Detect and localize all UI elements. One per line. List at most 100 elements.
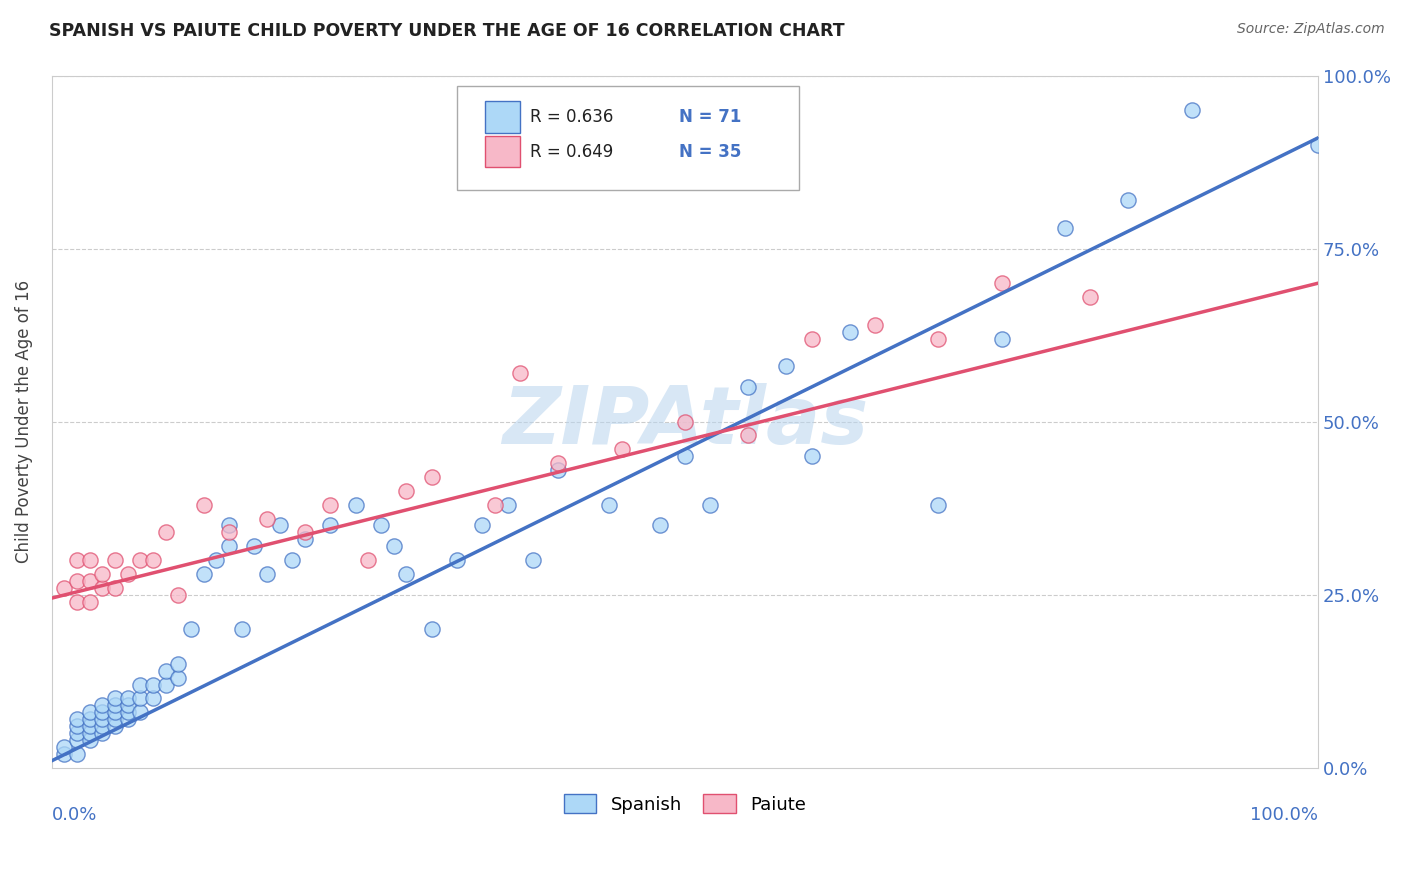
Point bbox=[53, 747, 76, 761]
FancyBboxPatch shape bbox=[485, 136, 520, 167]
Point bbox=[927, 332, 949, 346]
Point bbox=[104, 691, 127, 706]
Point bbox=[129, 553, 152, 567]
Point bbox=[256, 511, 278, 525]
Point bbox=[1078, 290, 1101, 304]
Point bbox=[547, 456, 569, 470]
Point bbox=[382, 539, 405, 553]
Point bbox=[91, 726, 114, 740]
Point bbox=[79, 726, 101, 740]
Point bbox=[104, 581, 127, 595]
Point bbox=[598, 498, 620, 512]
Legend: Spanish, Paiute: Spanish, Paiute bbox=[557, 787, 814, 821]
Point bbox=[155, 664, 177, 678]
Point bbox=[471, 518, 494, 533]
Point bbox=[142, 678, 165, 692]
Point bbox=[357, 553, 380, 567]
Point bbox=[142, 553, 165, 567]
Point bbox=[117, 691, 139, 706]
Y-axis label: Child Poverty Under the Age of 16: Child Poverty Under the Age of 16 bbox=[15, 280, 32, 563]
Point bbox=[648, 518, 671, 533]
Point bbox=[91, 712, 114, 726]
Point bbox=[167, 671, 190, 685]
Text: R = 0.636: R = 0.636 bbox=[530, 108, 614, 126]
Point bbox=[79, 553, 101, 567]
Point bbox=[256, 566, 278, 581]
Point bbox=[91, 698, 114, 713]
Point bbox=[1180, 103, 1202, 117]
Point bbox=[610, 442, 633, 457]
Point bbox=[673, 449, 696, 463]
Text: N = 71: N = 71 bbox=[679, 108, 741, 126]
Point bbox=[1308, 137, 1330, 152]
Point bbox=[800, 332, 823, 346]
Text: 0.0%: 0.0% bbox=[52, 805, 97, 824]
Text: N = 35: N = 35 bbox=[679, 143, 741, 161]
Point bbox=[129, 706, 152, 720]
Point bbox=[104, 553, 127, 567]
Point bbox=[420, 622, 443, 636]
Point bbox=[66, 712, 89, 726]
Point bbox=[218, 525, 240, 540]
FancyBboxPatch shape bbox=[457, 86, 799, 190]
Point bbox=[66, 553, 89, 567]
Point bbox=[838, 325, 860, 339]
Point bbox=[142, 691, 165, 706]
Point bbox=[294, 525, 316, 540]
Point bbox=[1053, 220, 1076, 235]
Point bbox=[79, 719, 101, 733]
Point bbox=[79, 712, 101, 726]
Point bbox=[522, 553, 544, 567]
Point bbox=[484, 498, 506, 512]
Text: 100.0%: 100.0% bbox=[1250, 805, 1319, 824]
Point bbox=[66, 747, 89, 761]
Point bbox=[66, 733, 89, 747]
Point bbox=[395, 483, 418, 498]
Point bbox=[167, 588, 190, 602]
Point bbox=[66, 726, 89, 740]
Text: SPANISH VS PAIUTE CHILD POVERTY UNDER THE AGE OF 16 CORRELATION CHART: SPANISH VS PAIUTE CHILD POVERTY UNDER TH… bbox=[49, 22, 845, 40]
Point bbox=[129, 678, 152, 692]
Point bbox=[155, 678, 177, 692]
Text: R = 0.649: R = 0.649 bbox=[530, 143, 613, 161]
Point bbox=[91, 566, 114, 581]
Point bbox=[370, 518, 392, 533]
Point bbox=[446, 553, 468, 567]
Point bbox=[509, 366, 531, 380]
Point bbox=[91, 706, 114, 720]
FancyBboxPatch shape bbox=[485, 102, 520, 133]
Point bbox=[193, 566, 215, 581]
Point bbox=[117, 712, 139, 726]
Point bbox=[79, 594, 101, 608]
Point bbox=[294, 533, 316, 547]
Point bbox=[167, 657, 190, 671]
Point bbox=[117, 698, 139, 713]
Point bbox=[53, 739, 76, 754]
Point bbox=[281, 553, 304, 567]
Point bbox=[547, 463, 569, 477]
Point bbox=[117, 706, 139, 720]
Point bbox=[800, 449, 823, 463]
Point bbox=[699, 498, 721, 512]
Point bbox=[53, 581, 76, 595]
Point bbox=[129, 691, 152, 706]
Point bbox=[395, 566, 418, 581]
Point bbox=[193, 498, 215, 512]
Point bbox=[91, 581, 114, 595]
Point bbox=[180, 622, 202, 636]
Point bbox=[117, 566, 139, 581]
Text: ZIPAtlas: ZIPAtlas bbox=[502, 383, 868, 460]
Point bbox=[863, 318, 886, 332]
Point bbox=[420, 470, 443, 484]
Point bbox=[79, 733, 101, 747]
Point bbox=[218, 518, 240, 533]
Point bbox=[344, 498, 367, 512]
Point bbox=[737, 380, 759, 394]
Point bbox=[927, 498, 949, 512]
Point bbox=[205, 553, 228, 567]
Point bbox=[155, 525, 177, 540]
Point bbox=[231, 622, 253, 636]
Point bbox=[1116, 193, 1139, 207]
Point bbox=[218, 539, 240, 553]
Point bbox=[673, 415, 696, 429]
